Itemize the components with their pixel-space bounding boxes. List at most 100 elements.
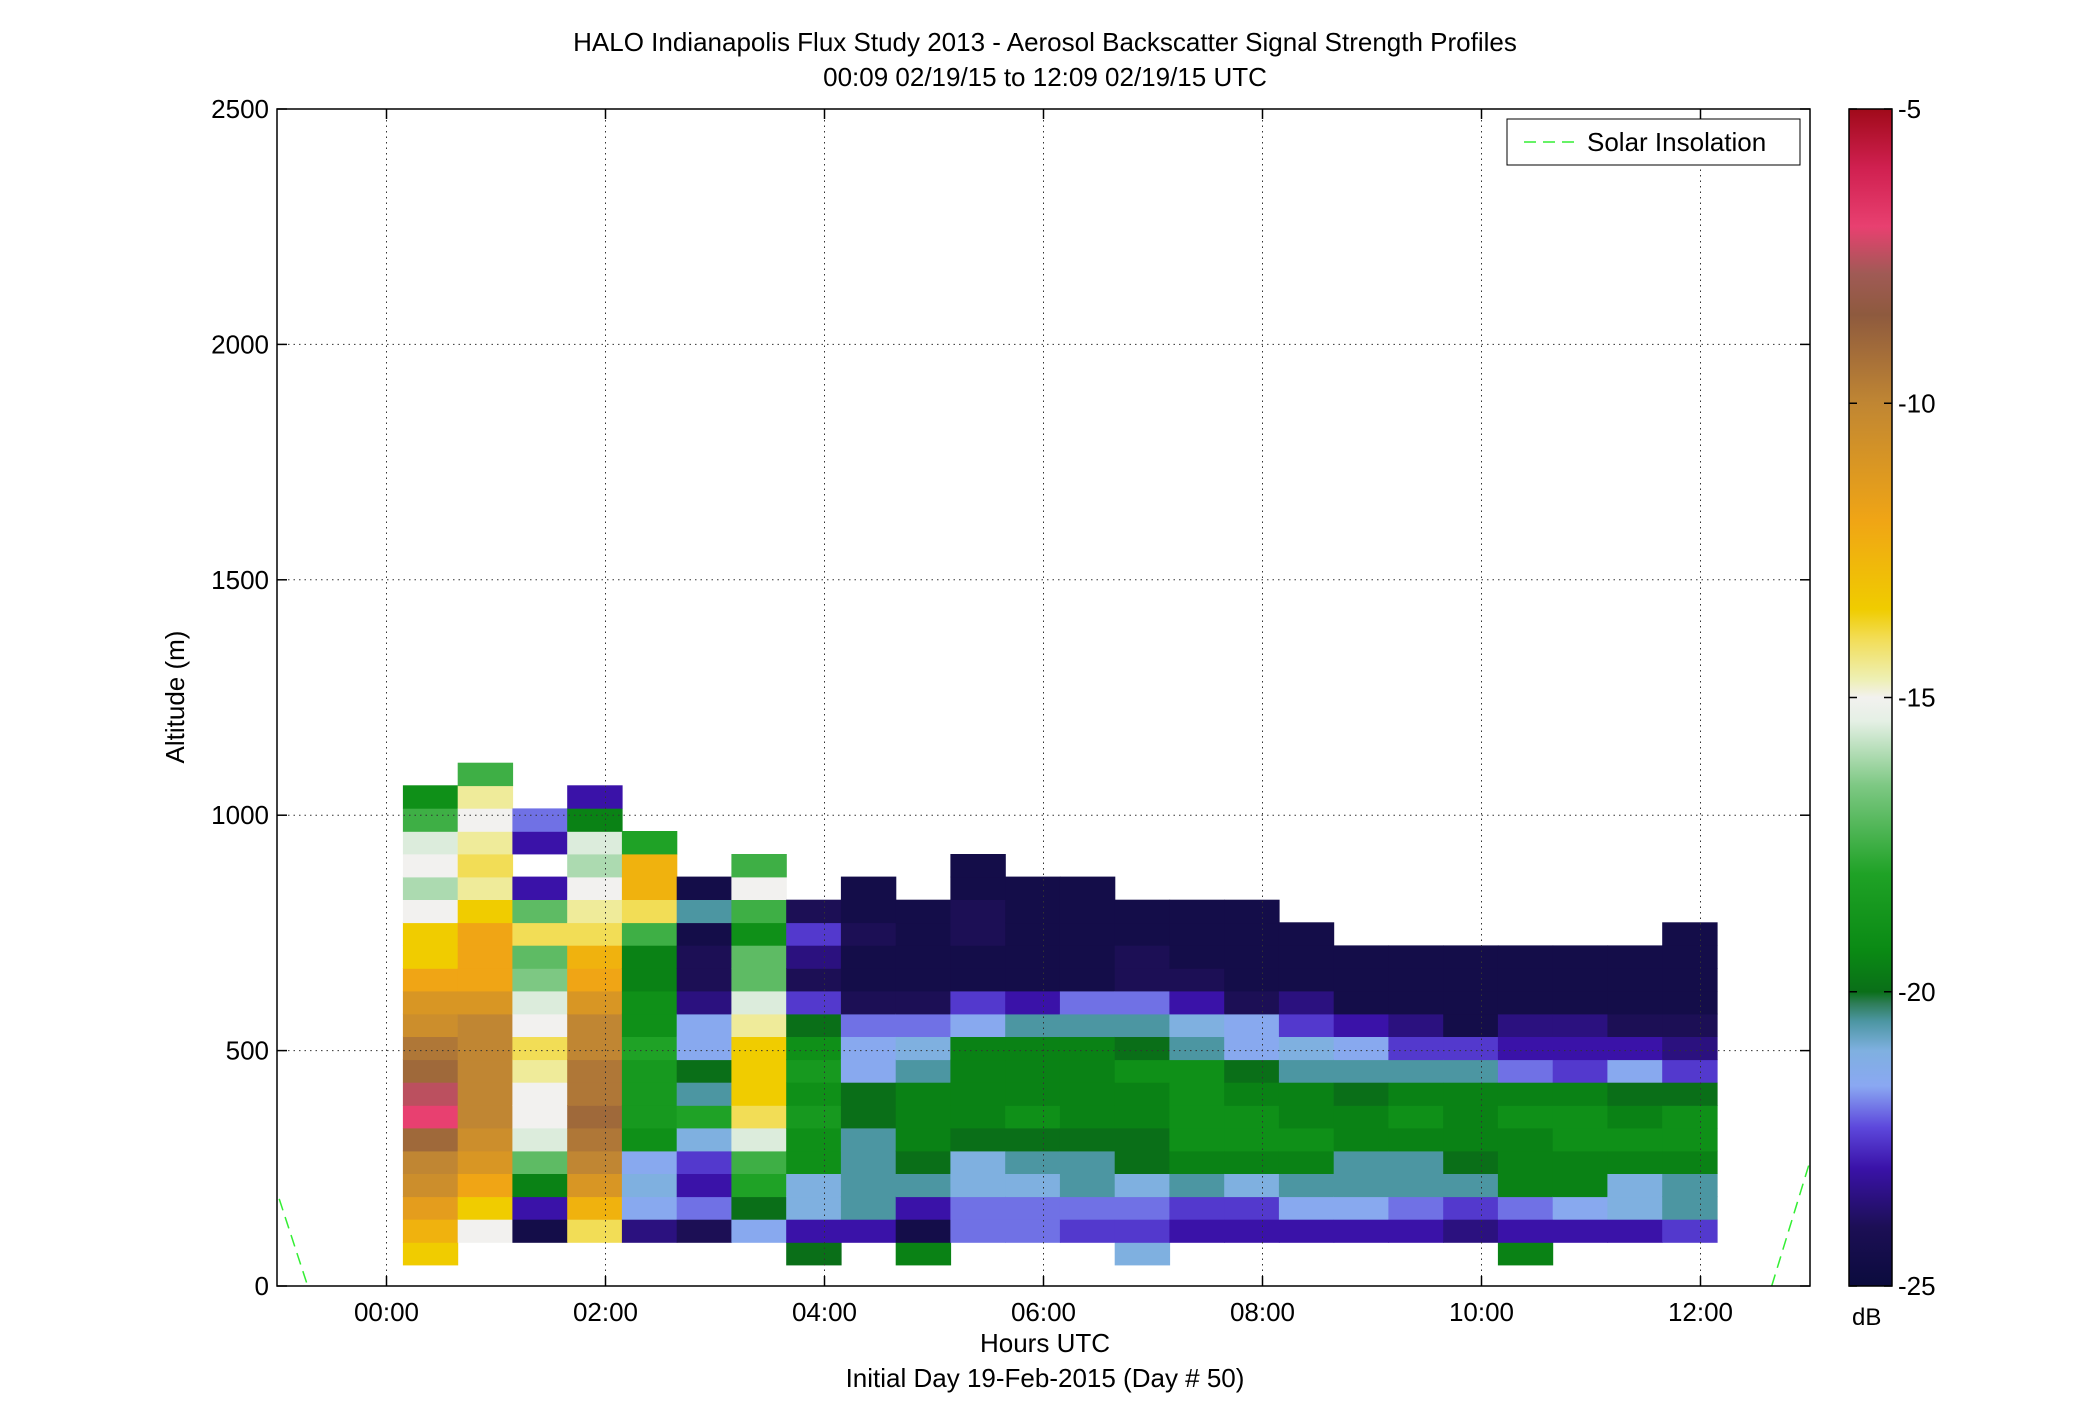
heatmap-cell <box>403 1242 458 1265</box>
y-tick-label: 2500 <box>211 94 269 124</box>
x-tick-label: 00:00 <box>354 1297 419 1327</box>
heatmap-cell <box>567 900 622 923</box>
heatmap-cell <box>567 831 622 854</box>
heatmap-cell <box>1388 1174 1443 1197</box>
heatmap-cell <box>1279 1174 1334 1197</box>
heatmap-cell <box>1662 1037 1717 1060</box>
heatmap-cell <box>1279 1196 1334 1219</box>
heatmap-cell <box>567 785 622 808</box>
heatmap-cell <box>1060 922 1115 945</box>
heatmap-cell <box>1498 968 1553 991</box>
heatmap-cell <box>403 991 458 1014</box>
heatmap-cell <box>567 1174 622 1197</box>
heatmap-cell <box>458 877 513 900</box>
heatmap-cell <box>731 1082 786 1105</box>
heatmap-cell <box>567 922 622 945</box>
heatmap-cell <box>1060 1037 1115 1060</box>
heatmap-cell <box>567 1082 622 1105</box>
heatmap-cell <box>1553 1196 1608 1219</box>
heatmap-cell <box>677 900 732 923</box>
heatmap-cell <box>512 1219 567 1242</box>
heatmap-cell <box>731 1219 786 1242</box>
heatmap-cell <box>458 1128 513 1151</box>
heatmap-cell <box>896 991 951 1014</box>
heatmap-cell <box>1388 1082 1443 1105</box>
heatmap-cell <box>1224 1105 1279 1128</box>
heatmap-cell <box>1388 1219 1443 1242</box>
heatmap-cell <box>1115 1151 1170 1174</box>
heatmap-cell <box>841 922 896 945</box>
heatmap-cell <box>950 1196 1005 1219</box>
heatmap-cell <box>786 1242 841 1265</box>
heatmap-cell <box>512 1014 567 1037</box>
heatmap-cell <box>950 968 1005 991</box>
heatmap-cell <box>1607 1219 1662 1242</box>
heatmap-cell <box>458 763 513 786</box>
heatmap-cell <box>1115 1128 1170 1151</box>
heatmap-cell <box>731 1151 786 1174</box>
heatmap-cell <box>1334 1037 1389 1060</box>
heatmap-cell <box>1005 945 1060 968</box>
heatmap-cell <box>458 1105 513 1128</box>
heatmap-cell <box>622 854 677 877</box>
heatmap-cell <box>1388 1105 1443 1128</box>
heatmap-cell <box>841 1059 896 1082</box>
heatmap-cell <box>1388 1128 1443 1151</box>
heatmap-cell <box>1169 1174 1224 1197</box>
heatmap-cell <box>950 1037 1005 1060</box>
heatmap-cell <box>1334 1219 1389 1242</box>
heatmap-cell <box>1607 1037 1662 1060</box>
heatmap-cell <box>1224 922 1279 945</box>
heatmap-cell <box>1005 1196 1060 1219</box>
heatmap-cell <box>1662 1219 1717 1242</box>
heatmap-cell <box>622 1151 677 1174</box>
heatmap-cell <box>458 1219 513 1242</box>
heatmap-cell <box>1443 1037 1498 1060</box>
y-tick-label: 2000 <box>211 329 269 359</box>
heatmap-cell <box>1005 1037 1060 1060</box>
x-tick-label: 12:00 <box>1668 1297 1733 1327</box>
heatmap-cell <box>1224 1174 1279 1197</box>
heatmap-cell <box>1060 1219 1115 1242</box>
heatmap-cell <box>1005 877 1060 900</box>
heatmap-cell <box>841 877 896 900</box>
heatmap-cell <box>1279 945 1334 968</box>
heatmap-cell <box>677 945 732 968</box>
heatmap-cell <box>1115 1242 1170 1265</box>
heatmap-cell <box>1334 968 1389 991</box>
heatmap-cell <box>622 1196 677 1219</box>
colorbar-label: dB <box>1852 1304 1881 1331</box>
colorbar-tick-label: -15 <box>1898 683 1936 713</box>
heatmap-cell <box>1553 1059 1608 1082</box>
heatmap-cell <box>1115 1219 1170 1242</box>
heatmap-cell <box>1169 922 1224 945</box>
y-axis-label: Altitude (m) <box>160 631 190 764</box>
heatmap-cell <box>731 1059 786 1082</box>
heatmap-cell <box>1388 991 1443 1014</box>
heatmap-cell <box>567 1037 622 1060</box>
heatmap-cell <box>458 945 513 968</box>
heatmap-cell <box>403 1082 458 1105</box>
heatmap-cell <box>1169 945 1224 968</box>
heatmap-cell <box>403 1151 458 1174</box>
heatmap-cell <box>1224 1037 1279 1060</box>
heatmap-cell <box>677 877 732 900</box>
heatmap-cell <box>1005 1174 1060 1197</box>
heatmap-cell <box>1115 1174 1170 1197</box>
heatmap-cell <box>1607 1174 1662 1197</box>
heatmap-cell <box>1169 1037 1224 1060</box>
heatmap-cell <box>458 1174 513 1197</box>
heatmap-cell <box>1334 1014 1389 1037</box>
heatmap-cell <box>1662 968 1717 991</box>
heatmap-cell <box>458 785 513 808</box>
heatmap-cell <box>896 968 951 991</box>
heatmap-cell <box>677 1174 732 1197</box>
heatmap-cell <box>841 1151 896 1174</box>
heatmap-cell <box>567 1105 622 1128</box>
heatmap-cell <box>841 945 896 968</box>
heatmap-cell <box>677 1014 732 1037</box>
heatmap-cell <box>950 1059 1005 1082</box>
heatmap-cell <box>567 854 622 877</box>
heatmap-cell <box>567 877 622 900</box>
heatmap-cell <box>1443 1151 1498 1174</box>
